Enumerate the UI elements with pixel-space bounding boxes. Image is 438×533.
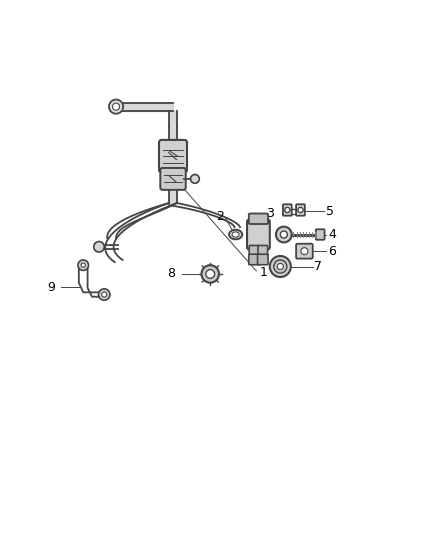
Text: 9: 9	[47, 280, 55, 294]
Circle shape	[109, 100, 123, 114]
Circle shape	[285, 207, 290, 213]
Text: 6: 6	[328, 245, 336, 257]
FancyBboxPatch shape	[316, 229, 325, 240]
FancyBboxPatch shape	[296, 204, 305, 216]
Circle shape	[206, 270, 215, 278]
FancyBboxPatch shape	[160, 168, 186, 190]
Circle shape	[298, 207, 303, 213]
FancyBboxPatch shape	[258, 254, 268, 265]
Text: 8: 8	[167, 268, 175, 280]
Text: 4: 4	[328, 228, 336, 241]
Circle shape	[276, 227, 292, 243]
Circle shape	[94, 241, 104, 252]
FancyBboxPatch shape	[249, 214, 268, 224]
Circle shape	[102, 292, 107, 297]
FancyBboxPatch shape	[249, 254, 259, 265]
Circle shape	[280, 231, 287, 238]
Text: 1: 1	[259, 265, 267, 279]
Circle shape	[201, 265, 219, 282]
Circle shape	[113, 103, 120, 110]
Circle shape	[81, 263, 85, 268]
Text: 7: 7	[314, 260, 322, 273]
Circle shape	[270, 256, 291, 277]
FancyBboxPatch shape	[249, 246, 259, 257]
FancyBboxPatch shape	[258, 246, 268, 257]
FancyBboxPatch shape	[296, 244, 313, 259]
Circle shape	[301, 248, 308, 255]
Text: 2: 2	[216, 209, 224, 223]
Circle shape	[191, 174, 199, 183]
Circle shape	[274, 260, 287, 273]
Ellipse shape	[232, 232, 239, 237]
Circle shape	[99, 289, 110, 300]
Ellipse shape	[229, 230, 242, 239]
FancyBboxPatch shape	[159, 140, 187, 172]
FancyBboxPatch shape	[247, 220, 270, 249]
Text: 3: 3	[266, 207, 274, 220]
Circle shape	[277, 263, 283, 270]
FancyBboxPatch shape	[283, 204, 292, 216]
Circle shape	[78, 260, 88, 270]
Text: 5: 5	[326, 205, 334, 218]
